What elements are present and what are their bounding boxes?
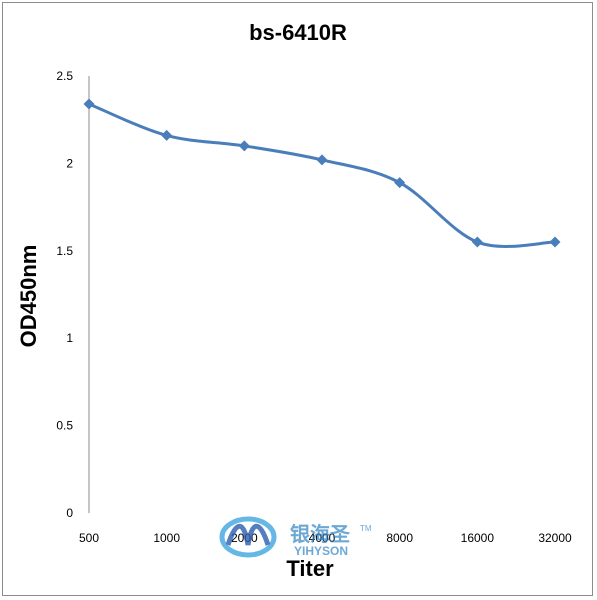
data-point-marker <box>316 154 328 166</box>
watermark-swirl-icon <box>219 516 277 558</box>
data-point-marker <box>238 140 250 152</box>
y-tick-label: 2.5 <box>56 69 73 83</box>
data-point-marker <box>394 177 406 189</box>
y-tick-labels: 0 0.5 1 1.5 2 2.5 <box>56 69 73 520</box>
x-tick-labels: 500 1000 2000 4000 8000 16000 32000 <box>79 531 572 545</box>
series-line <box>88 102 556 248</box>
y-tick-label: 1 <box>66 331 73 345</box>
chart-title: bs-6410R <box>249 20 347 45</box>
x-axis-label: Titer <box>286 556 334 581</box>
watermark-cn: 银海圣 <box>290 522 351 546</box>
x-tick-label: 8000 <box>386 531 413 545</box>
x-tick-label: 1000 <box>153 531 180 545</box>
x-tick-label: 500 <box>79 531 99 545</box>
watermark-wave-icon <box>225 523 271 546</box>
data-point-marker <box>549 236 561 248</box>
data-points <box>83 98 561 248</box>
y-tick-label: 2 <box>66 156 73 170</box>
x-tick-label: 4000 <box>309 531 336 545</box>
data-point-marker <box>471 236 483 248</box>
y-axis-label: OD450nm <box>16 245 41 348</box>
watermark-tm: TM <box>360 524 372 533</box>
x-tick-label: 32000 <box>538 531 572 545</box>
data-point-marker <box>83 98 95 110</box>
data-point-marker <box>161 129 173 141</box>
y-tick-label: 0 <box>66 506 73 520</box>
x-tick-label: 16000 <box>461 531 495 545</box>
watermark-en: YIHYSON <box>294 544 348 558</box>
y-tick-label: 0.5 <box>56 419 73 433</box>
y-tick-label: 1.5 <box>56 244 73 258</box>
watermark-logo: 银海圣 TM YIHYSON <box>219 516 372 558</box>
